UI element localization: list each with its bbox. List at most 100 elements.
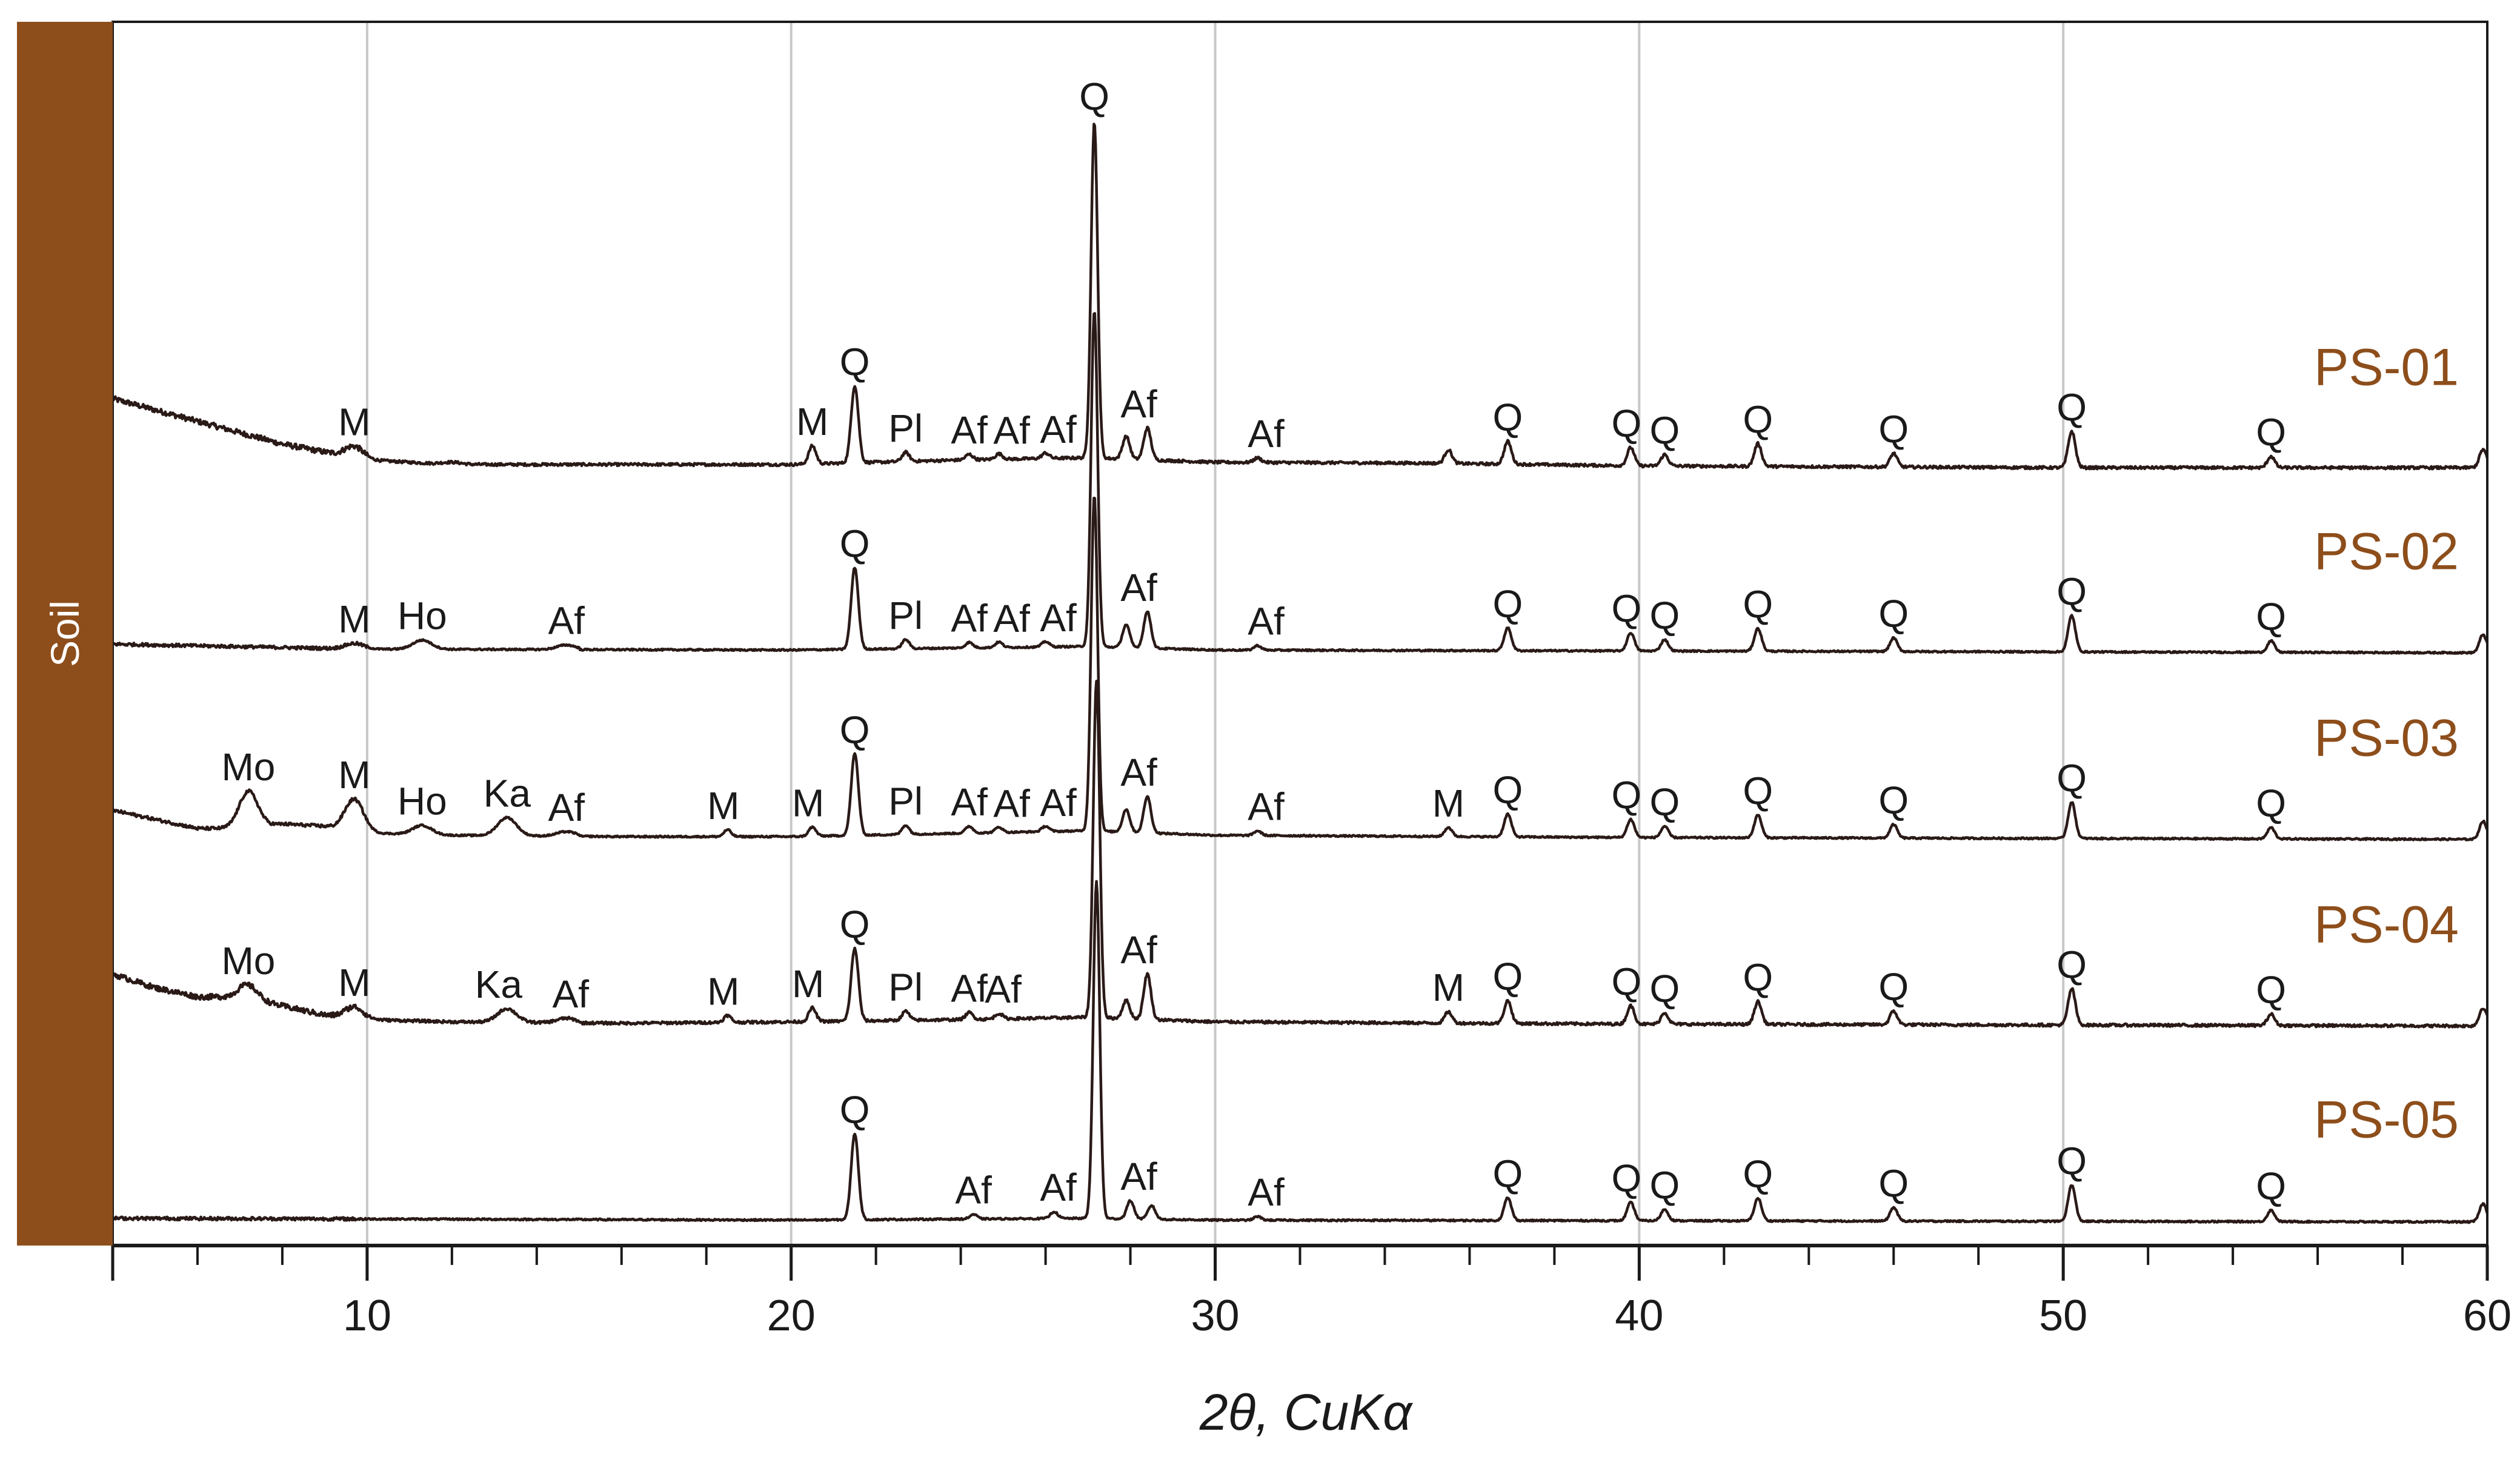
peak-label: Af [1040, 1166, 1077, 1209]
peak-label: Af [1120, 1155, 1157, 1198]
peak-label: Q [840, 340, 870, 383]
x-tick-label: 50 [2039, 1292, 2087, 1340]
peak-label: Af [1040, 408, 1077, 451]
peak-label: M [792, 962, 824, 1006]
peak-label: Q [1743, 956, 1773, 1000]
peak-label: Mo [221, 745, 275, 789]
pattern-trace-ps-02 [111, 312, 2489, 655]
peak-label: Af [951, 596, 988, 640]
peak-label: Af [1040, 596, 1077, 640]
peak-label: M [338, 753, 370, 797]
x-tick-label: 20 [767, 1292, 816, 1340]
peak-label: Q [1493, 582, 1523, 626]
peak-label: Ho [397, 779, 447, 823]
peak-label: Q [1611, 774, 1641, 817]
peak-label: Q [1079, 75, 1109, 119]
peak-label: Af [951, 967, 988, 1010]
peak-label: Q [1649, 1163, 1680, 1207]
peak-label: Ka [475, 963, 523, 1006]
peak-label: Q [1743, 398, 1773, 442]
peak-label: Af [1248, 785, 1285, 829]
peak-label: Af [1040, 781, 1077, 825]
peak-label: Q [840, 522, 870, 566]
peak-label: Af [955, 1169, 992, 1212]
peak-label: Pl [888, 779, 923, 823]
peak-label: Q [2256, 1164, 2286, 1208]
peak-label: M [707, 784, 739, 828]
peak-label: Q [1743, 1152, 1773, 1196]
pattern-traces [111, 122, 2489, 1224]
sample-label-ps-05: PS-05 [2314, 1091, 2459, 1149]
peak-label: M [707, 969, 739, 1013]
peak-label: Q [2256, 781, 2286, 825]
peak-label: Af [548, 786, 585, 829]
sample-label-ps-01: PS-01 [2314, 339, 2459, 397]
peak-label: Q [1493, 955, 1523, 998]
peak-label: Q [1878, 407, 1909, 451]
peak-label: Af [1120, 382, 1157, 426]
peak-label: Q [2056, 569, 2087, 613]
pattern-trace-ps-05 [111, 880, 2489, 1224]
peak-label: Q [840, 708, 870, 752]
peak-label: Q [1611, 960, 1641, 1004]
peak-label: Q [2256, 968, 2286, 1012]
peak-label: Q [1878, 965, 1909, 1009]
peak-label: Q [1743, 769, 1773, 813]
soil-side-band [17, 22, 113, 1246]
x-axis: 10 20 30 40 50 60 [111, 21, 2512, 1340]
sample-label-ps-03: PS-03 [2314, 709, 2459, 768]
peak-label: Q [1611, 1156, 1641, 1200]
peak-label: Af [1120, 928, 1157, 972]
peak-label: Af [993, 782, 1030, 826]
peak-label: Af [951, 780, 988, 824]
peak-label: Q [1493, 768, 1523, 812]
peak-label: M [792, 781, 824, 825]
x-tick-label: 40 [1615, 1292, 1663, 1340]
peak-label: M [338, 597, 370, 641]
peak-label: Q [840, 1088, 870, 1132]
peak-label: Q [1649, 780, 1680, 824]
sample-label-ps-02: PS-02 [2314, 523, 2459, 581]
peak-label: Q [1493, 396, 1523, 439]
peak-label: M [338, 961, 370, 1004]
pattern-trace-ps-04 [111, 680, 2489, 1029]
x-axis-title: 2θ, CuKα [1199, 1384, 1413, 1441]
peak-label: Q [1493, 1152, 1523, 1195]
peak-label: Q [1611, 402, 1641, 445]
peak-label: Af [1120, 566, 1157, 609]
peak-label: Q [1878, 778, 1909, 822]
peak-label: Af [548, 599, 585, 643]
peak-label: Af [985, 967, 1022, 1011]
peak-label: Q [2056, 756, 2087, 800]
peak-label: Af [951, 408, 988, 452]
peak-label: Q [1649, 594, 1680, 637]
plot-frame [111, 21, 2488, 1247]
peak-label: Q [1878, 592, 1909, 635]
peak-label: Q [2056, 385, 2087, 429]
peak-label: Q [2256, 595, 2286, 639]
grid-lines [365, 22, 2065, 1246]
sample-label-ps-04: PS-04 [2314, 896, 2459, 954]
peak-label: Af [1248, 1170, 1285, 1214]
peak-label: Mo [221, 939, 275, 983]
peak-label: Q [2056, 1139, 2087, 1183]
sample-labels: PS-01 PS-02 PS-03 PS-04 PS-05 [2314, 339, 2459, 1149]
peak-label: M [338, 400, 370, 443]
peak-label: Pl [888, 406, 923, 450]
pattern-trace-ps-03 [112, 496, 2488, 841]
x-tick-label: 30 [1191, 1292, 1239, 1340]
x-tick-label: 10 [343, 1292, 391, 1340]
peak-label: Af [1248, 412, 1285, 456]
peak-label: M [1432, 781, 1464, 825]
peak-label: Af [993, 597, 1030, 640]
peak-label: Q [1878, 1161, 1909, 1205]
peak-label: Q [2256, 410, 2286, 454]
peak-label: Pl [888, 965, 923, 1009]
peak-label: M [1432, 966, 1464, 1009]
soil-side-label: Soil [42, 600, 87, 667]
peak-label: Af [1120, 751, 1157, 794]
peak-label: Af [993, 408, 1030, 452]
